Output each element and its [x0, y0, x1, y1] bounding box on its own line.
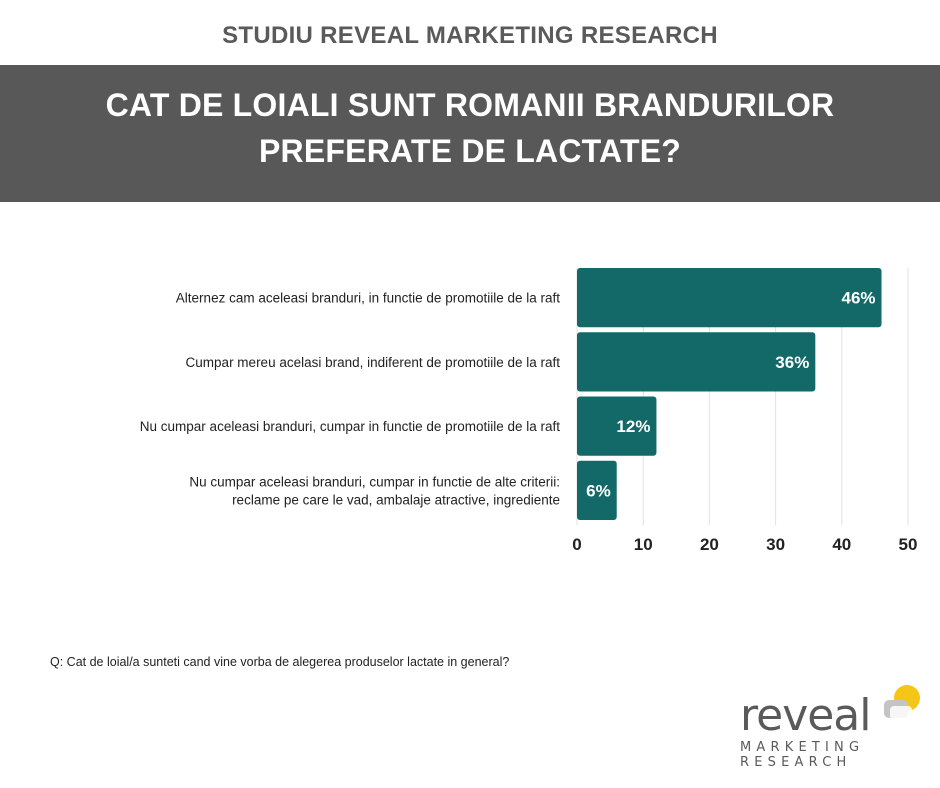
x-tick-label: 0	[572, 535, 581, 554]
bar	[577, 396, 657, 456]
x-tick-label: 30	[766, 535, 785, 554]
x-tick-label: 40	[832, 535, 851, 554]
category-label: Cumpar mereu acelasi brand, indiferent d…	[186, 355, 561, 370]
logo-subtitle-line-1: MARKETING	[740, 740, 865, 755]
reveal-logo: reveal MARKETING RESEARCH	[740, 680, 930, 775]
category-label: Nu cumpar aceleasi branduri, cumpar in f…	[140, 419, 560, 434]
chart-title-line-2: PREFERATE DE LACTATE?	[259, 133, 681, 169]
category-label: Nu cumpar aceleasi branduri, cumpar in f…	[189, 474, 560, 489]
bar	[577, 268, 882, 328]
category-label: Alternez cam aceleasi branduri, in funct…	[176, 291, 560, 306]
bar-chart: 46% Alternez cam aceleasi branduri, in fu…	[140, 268, 918, 554]
logo-subtitle-line-2: RESEARCH	[740, 755, 852, 770]
title-banner: CAT DE LOIALI SUNT ROMANII BRANDURILOR P…	[0, 65, 940, 202]
bar-value-label: 6%	[586, 481, 611, 500]
bar	[577, 332, 816, 392]
bar-value-label: 12%	[616, 417, 650, 436]
logo-wordmark: reveal	[740, 690, 871, 741]
x-tick-label: 10	[634, 535, 653, 554]
category-label: reclame pe care le vad, ambalaje atracti…	[232, 492, 560, 507]
survey-question: Q: Cat de loial/a sunteti cand vine vorb…	[50, 655, 510, 669]
chart-title-line-1: CAT DE LOIALI SUNT ROMANII BRANDURILOR	[105, 87, 835, 123]
study-title: STUDIU REVEAL MARKETING RESEARCH	[222, 22, 718, 49]
bar	[577, 460, 617, 520]
logo-mark-icon	[884, 685, 920, 720]
x-tick-label: 50	[899, 535, 918, 554]
x-tick-label: 20	[700, 535, 719, 554]
bar-value-label: 36%	[775, 353, 809, 372]
bar-value-label: 46%	[841, 289, 875, 308]
